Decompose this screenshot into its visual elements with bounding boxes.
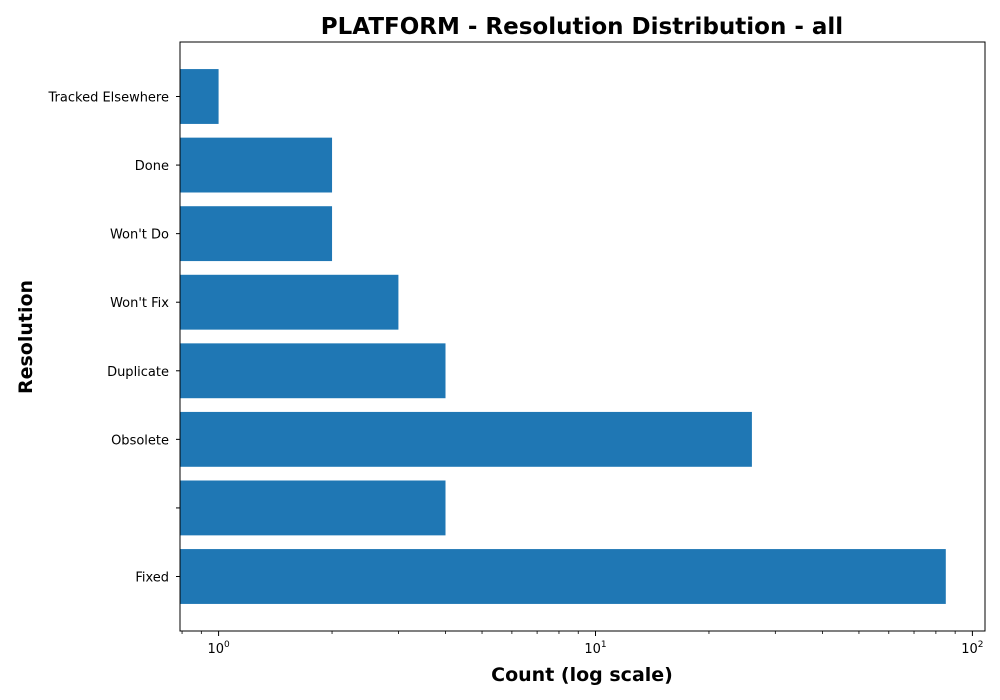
bar <box>180 549 946 604</box>
y-axis-label: Resolution <box>15 280 37 394</box>
plot-frame <box>179 41 986 632</box>
y-tick-label: Fixed <box>135 571 169 586</box>
bar <box>180 137 333 193</box>
y-tick-label: Done <box>135 159 169 174</box>
bar <box>180 411 752 467</box>
y-tick-label: Won't Fix <box>110 296 169 311</box>
bar <box>180 343 446 399</box>
x-tick-label: 100 <box>207 640 230 657</box>
y-tick-label: Duplicate <box>107 365 169 380</box>
y-tick-label: Tracked Elsewhere <box>48 91 169 106</box>
chart-title: PLATFORM - Resolution Distribution - all <box>321 14 843 40</box>
x-tick-label: 102 <box>961 640 983 657</box>
y-axis-ticks: Fixed Obsolete Duplicate Won't Fix Won't Do D… <box>48 91 180 586</box>
bar <box>180 274 399 330</box>
bars-group <box>180 69 946 604</box>
x-axis-label: Count (log scale) <box>491 664 673 686</box>
y-tick-label: Obsolete <box>111 433 169 448</box>
x-tick-label: 101 <box>584 640 606 657</box>
bar <box>180 69 219 124</box>
x-axis-ticks: 100 101 102 <box>181 631 984 657</box>
y-tick-label: Won't Do <box>110 228 169 243</box>
bar <box>180 480 446 536</box>
bar <box>180 206 333 262</box>
